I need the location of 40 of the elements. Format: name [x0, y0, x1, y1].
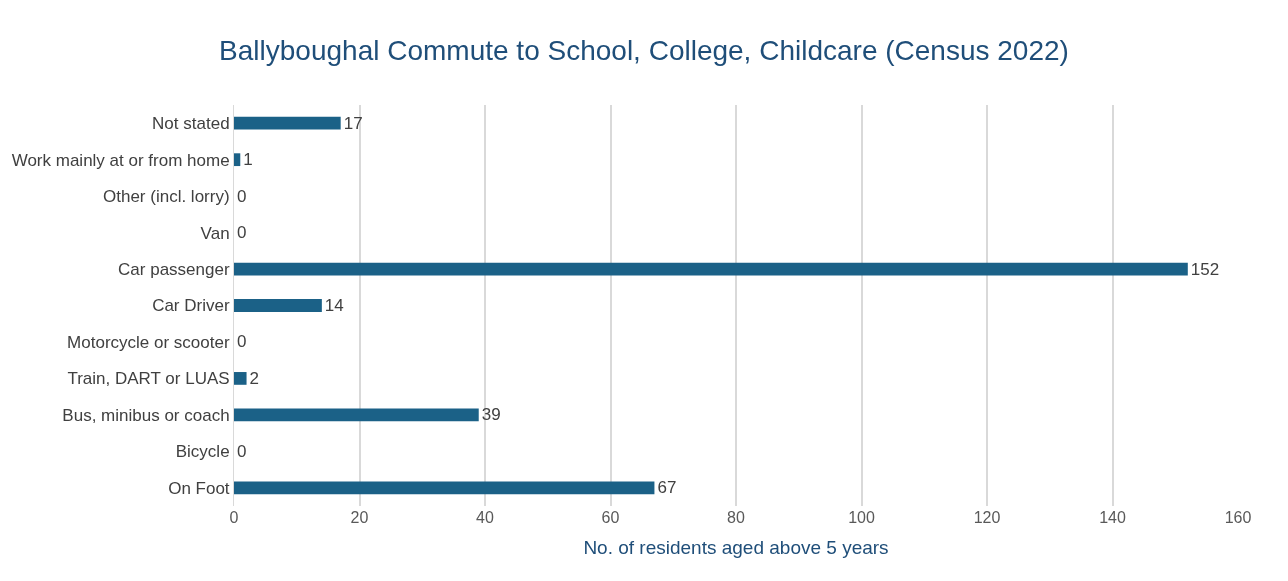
- x-tick-label: 160: [1224, 509, 1252, 526]
- data-label: 152: [1190, 259, 1220, 279]
- data-label: 14: [324, 296, 344, 315]
- data-label: 39: [481, 405, 501, 425]
- x-tick-label: 140: [1099, 509, 1126, 526]
- x-tick-label: 0: [229, 509, 239, 526]
- data-label: 17: [343, 113, 363, 133]
- data-label: 0: [237, 186, 247, 206]
- data-label: 1: [243, 150, 253, 170]
- data-label: 0: [237, 332, 247, 352]
- data-label: 0: [237, 441, 247, 461]
- x-tick-label: 80: [727, 509, 745, 526]
- data-label: 0: [237, 223, 247, 243]
- bar: [234, 262, 1188, 276]
- y-tick-label: Car passenger: [118, 260, 230, 279]
- bar: [234, 153, 241, 167]
- x-tick-label: 100: [848, 509, 875, 526]
- bar: [234, 372, 247, 385]
- bar: [234, 299, 322, 312]
- y-tick-label: Other (incl. lorry): [103, 187, 230, 207]
- x-tick-label: 120: [973, 509, 1001, 526]
- x-tick-label: 20: [350, 509, 369, 526]
- data-label: 67: [657, 478, 677, 498]
- chart-title: Ballyboughal Commute to School, College, Childcare (Census 2022): [219, 35, 1069, 67]
- y-tick-label: Train, DART or LUAS: [67, 369, 230, 389]
- y-tick-label: Motorcycle or scooter: [67, 332, 230, 352]
- x-tick-label: 40: [476, 509, 494, 526]
- bar: [234, 408, 479, 422]
- y-tick-label: Bicycle: [175, 442, 230, 462]
- x-axis-title: No. of residents aged above 5 years: [583, 536, 889, 558]
- bar: [234, 116, 341, 130]
- data-label: 2: [249, 368, 260, 388]
- bar: [234, 481, 655, 495]
- y-tick-label: Van: [200, 223, 230, 243]
- x-tick-label: 60: [601, 509, 620, 526]
- y-tick-label: Bus, minibus or coach: [62, 405, 230, 425]
- y-tick-label: Not stated: [152, 114, 230, 134]
- y-tick-label: Work mainly at or from home: [11, 150, 230, 170]
- y-tick-label: On Foot: [168, 478, 230, 498]
- y-tick-label: Car Driver: [152, 296, 230, 316]
